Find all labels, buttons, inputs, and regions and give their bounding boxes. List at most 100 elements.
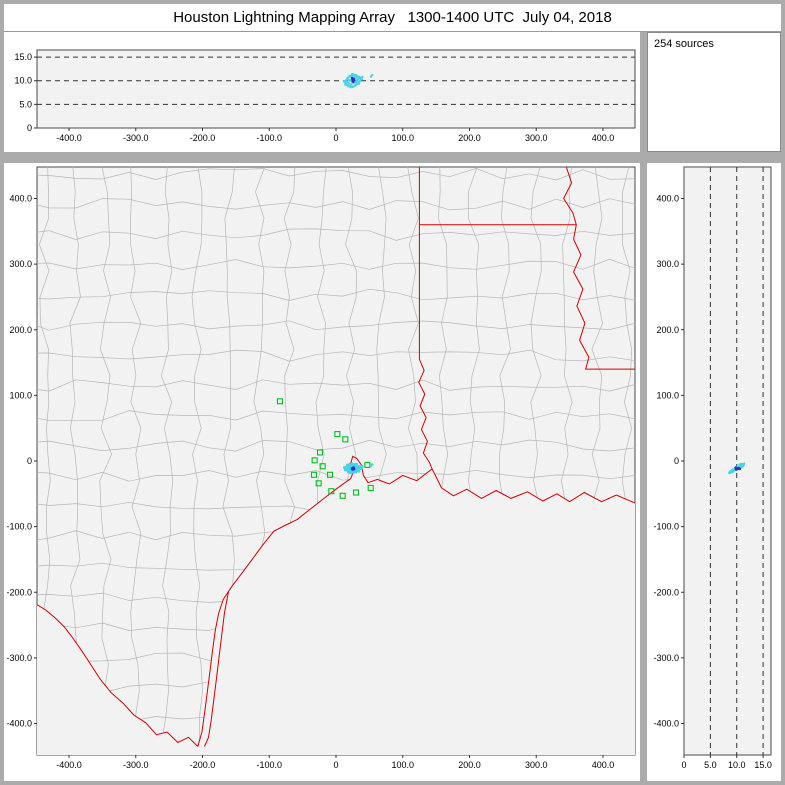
lightning-source — [343, 466, 346, 469]
title-bar: Houston Lightning Mapping Array 1300-140… — [4, 4, 781, 32]
alt-vs-north-x-tick-label: 10.0 — [728, 760, 746, 770]
plan-view-y-tick-label: -100.0 — [6, 522, 32, 532]
lma-station-marker — [364, 461, 371, 468]
county-line — [37, 469, 635, 482]
lightning-source — [361, 464, 364, 468]
lightning-source — [350, 83, 353, 86]
lma-station-marker — [315, 480, 322, 487]
lightning-source — [348, 82, 351, 85]
county-line — [37, 349, 635, 362]
alt-vs-north-y-tick-label: 0 — [674, 456, 679, 466]
county-line — [37, 439, 635, 452]
lightning-source — [357, 470, 361, 473]
plan-view-x-tick-label: 200.0 — [458, 760, 481, 770]
plan-view-y-tick-label: 100.0 — [9, 390, 32, 400]
barrier-island — [204, 591, 229, 747]
plan-view-y-tick-label: 200.0 — [9, 325, 32, 335]
altitude-vs-east-west-panel[interactable]: -400.0 -300.0 -200.0 -100.0 0 100.0 200.0 300.0… — [4, 33, 641, 152]
lightning-source — [347, 471, 350, 474]
plan-view-x-tick-label: -200.0 — [190, 760, 216, 770]
altitude-vs-north-south-panel[interactable]: 0 5.0 10.0 15.0 400.0 300.0 200.0 100.0 0 -100.0 -… — [647, 163, 781, 781]
plan-view-x-tick-label: 400.0 — [592, 760, 615, 770]
alt-vs-north-y-tick-label: -200.0 — [653, 587, 679, 597]
alt-vs-east-x-tick-label: 200.0 — [458, 133, 481, 143]
plan-view-y-tick-label: -200.0 — [6, 587, 32, 597]
alt-vs-north-y-tick-label: -300.0 — [653, 653, 679, 663]
lma-station-marker — [339, 492, 346, 499]
plan-view-x-tick-label: 100.0 — [391, 760, 414, 770]
lma-station-marker — [334, 431, 341, 438]
county-line — [37, 379, 635, 392]
alt-vs-east-x-tick-label: -300.0 — [123, 133, 149, 143]
lightning-source — [354, 83, 358, 87]
lightning-source — [371, 73, 374, 77]
alt-vs-east-plot-area[interactable] — [36, 49, 636, 129]
alt-vs-east-content — [37, 56, 635, 105]
alt-vs-north-content — [709, 167, 764, 755]
county-line — [191, 167, 203, 755]
lightning-source-core — [352, 80, 355, 83]
lma-station-marker — [342, 436, 349, 443]
state-border-line — [418, 224, 433, 470]
lightning-source — [357, 82, 361, 85]
lightning-source — [361, 75, 364, 79]
alt-vs-east-y-tick-label: 5.0 — [19, 99, 32, 109]
state-border-line — [563, 167, 635, 370]
plan-view-map-panel[interactable]: -400.0 -300.0 -200.0 -100.0 0 100.0 200.0 300.0… — [4, 163, 641, 781]
lightning-source — [353, 462, 356, 466]
lightning-source — [348, 462, 352, 466]
lightning-source — [349, 471, 353, 475]
alt-vs-east-x-tick-label: -200.0 — [190, 133, 216, 143]
county-line — [37, 410, 635, 422]
lightning-source — [354, 470, 358, 474]
lightning-source — [370, 463, 374, 466]
lightning-source — [344, 83, 347, 86]
lightning-source — [346, 463, 349, 467]
county-line — [160, 167, 174, 755]
plan-view-x-tick-label: 300.0 — [525, 760, 548, 770]
county-line — [37, 288, 635, 301]
alt-vs-north-y-tick-label: 400.0 — [656, 194, 679, 204]
lma-station-marker — [276, 398, 283, 405]
plan-view-y-tick-label: 0 — [27, 456, 32, 466]
lma-station-marker — [328, 488, 335, 495]
county-line — [37, 258, 635, 270]
lma-station-marker — [319, 463, 326, 470]
alt-vs-east-x-tick-label: -100.0 — [256, 133, 282, 143]
alt-vs-north-y-tick-label: -400.0 — [653, 719, 679, 729]
alt-vs-east-x-tick-label: 100.0 — [391, 133, 414, 143]
alt-vs-north-y-tick-label: -100.0 — [653, 522, 679, 532]
county-line — [37, 228, 635, 241]
lightning-source — [351, 72, 354, 76]
lma-station-marker — [367, 484, 374, 491]
lightning-source — [352, 85, 355, 88]
alt-vs-north-x-tick-label: 0 — [681, 760, 686, 770]
lma-station-marker — [316, 449, 324, 456]
page-title: Houston Lightning Mapping Array 1300-140… — [173, 9, 612, 26]
lma-station-marker — [352, 489, 360, 496]
alt-vs-north-plot-area[interactable] — [683, 166, 772, 756]
plan-view-y-tick-label: 400.0 — [9, 194, 32, 204]
lightning-source — [355, 75, 358, 79]
coastline — [197, 455, 635, 747]
lma-station-marker — [310, 471, 318, 478]
alt-vs-north-x-tick-label: 15.0 — [754, 760, 772, 770]
lightning-source — [350, 462, 354, 466]
plan-view-y-tick-label: -300.0 — [6, 653, 32, 663]
plan-view-x-tick-label: -300.0 — [123, 760, 149, 770]
alt-vs-east-x-tick-label: 300.0 — [525, 133, 548, 143]
alt-vs-east-y-tick-label: 10.0 — [14, 76, 32, 86]
plan-view-x-tick-label: -100.0 — [256, 760, 282, 770]
lightning-source — [347, 85, 350, 88]
lightning-source-core — [737, 467, 740, 470]
alt-vs-east-x-tick-label: -400.0 — [56, 133, 82, 143]
rio-grande-border — [37, 604, 199, 747]
lma-station-marker — [326, 471, 334, 478]
county-line — [37, 320, 635, 331]
horizontal-divider — [4, 152, 781, 163]
lightning-source — [355, 462, 359, 466]
plan-view-content — [37, 167, 635, 755]
alt-vs-east-x-tick-label: 0 — [333, 133, 338, 143]
lightning-source — [349, 86, 352, 89]
